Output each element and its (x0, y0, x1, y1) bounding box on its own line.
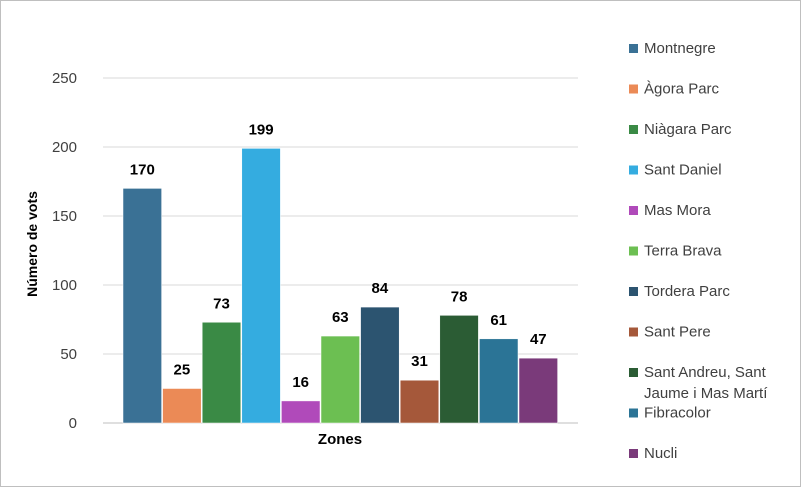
y-axis-ticks: 0 50 100 150 200 250 (52, 70, 77, 432)
y-tick-label: 250 (52, 70, 77, 87)
legend-label: Niàgara Parc (644, 121, 732, 138)
y-tick-label: 50 (60, 346, 77, 363)
legend-label: Mas Mora (644, 202, 711, 219)
legend-swatch (629, 206, 638, 215)
data-label: 63 (332, 309, 349, 326)
bar-3 (241, 148, 281, 424)
legend-label: Jaume i Mas Martí (644, 385, 768, 402)
legend-label: Sant Pere (644, 324, 711, 341)
legend-label: Sant Andreu, Sant (644, 364, 767, 381)
legend-label: Sant Daniel (644, 162, 722, 179)
data-label: 47 (530, 331, 547, 348)
bar-9 (479, 338, 519, 424)
legend-swatch (629, 246, 638, 256)
legend-label: Àgora Parc (644, 81, 720, 98)
bar-7 (399, 379, 440, 424)
bar-4 (281, 400, 321, 424)
legend-swatch (629, 44, 638, 53)
data-label: 16 (292, 374, 309, 391)
data-label: 84 (372, 280, 389, 297)
data-label: 199 (249, 121, 274, 138)
legend-label: Fibracolor (644, 405, 711, 422)
bar-6 (360, 306, 400, 424)
y-tick-label: 200 (52, 139, 77, 156)
bar-5 (320, 335, 360, 424)
y-tick-label: 0 (69, 415, 77, 432)
bar-10 (518, 357, 558, 424)
legend-swatch (629, 449, 638, 458)
legend-swatch (629, 287, 638, 296)
y-axis-label: Número de vots (24, 191, 40, 297)
data-label: 25 (174, 362, 191, 379)
x-axis-label: Zones (318, 431, 362, 448)
legend-swatch (629, 84, 638, 94)
data-labels: 170 25 73 199 16 63 84 31 78 61 47 (130, 121, 547, 391)
legend-label: Tordera Parc (644, 283, 730, 300)
y-tick-label: 100 (52, 277, 77, 294)
legend-swatch (629, 327, 638, 337)
data-label: 170 (130, 161, 155, 178)
data-label: 78 (451, 288, 468, 305)
y-tick-label: 150 (52, 208, 77, 225)
bar-2 (201, 322, 242, 424)
legend-label: Terra Brava (644, 243, 722, 260)
data-label: 61 (490, 312, 507, 329)
bar-1 (162, 388, 202, 424)
legend-label: Montnegre (644, 40, 716, 57)
legend-swatch (629, 368, 638, 377)
legend-swatch (629, 408, 638, 418)
data-label: 31 (411, 353, 428, 370)
legend: Montnegre Àgora Parc Niàgara Parc Sant Dani… (629, 40, 768, 462)
legend-swatch (629, 125, 638, 134)
bar-0 (122, 188, 162, 424)
bars (122, 148, 558, 424)
bar-8 (439, 315, 479, 424)
data-label: 73 (213, 295, 230, 312)
legend-swatch (629, 165, 638, 175)
legend-label: Nucli (644, 445, 677, 462)
